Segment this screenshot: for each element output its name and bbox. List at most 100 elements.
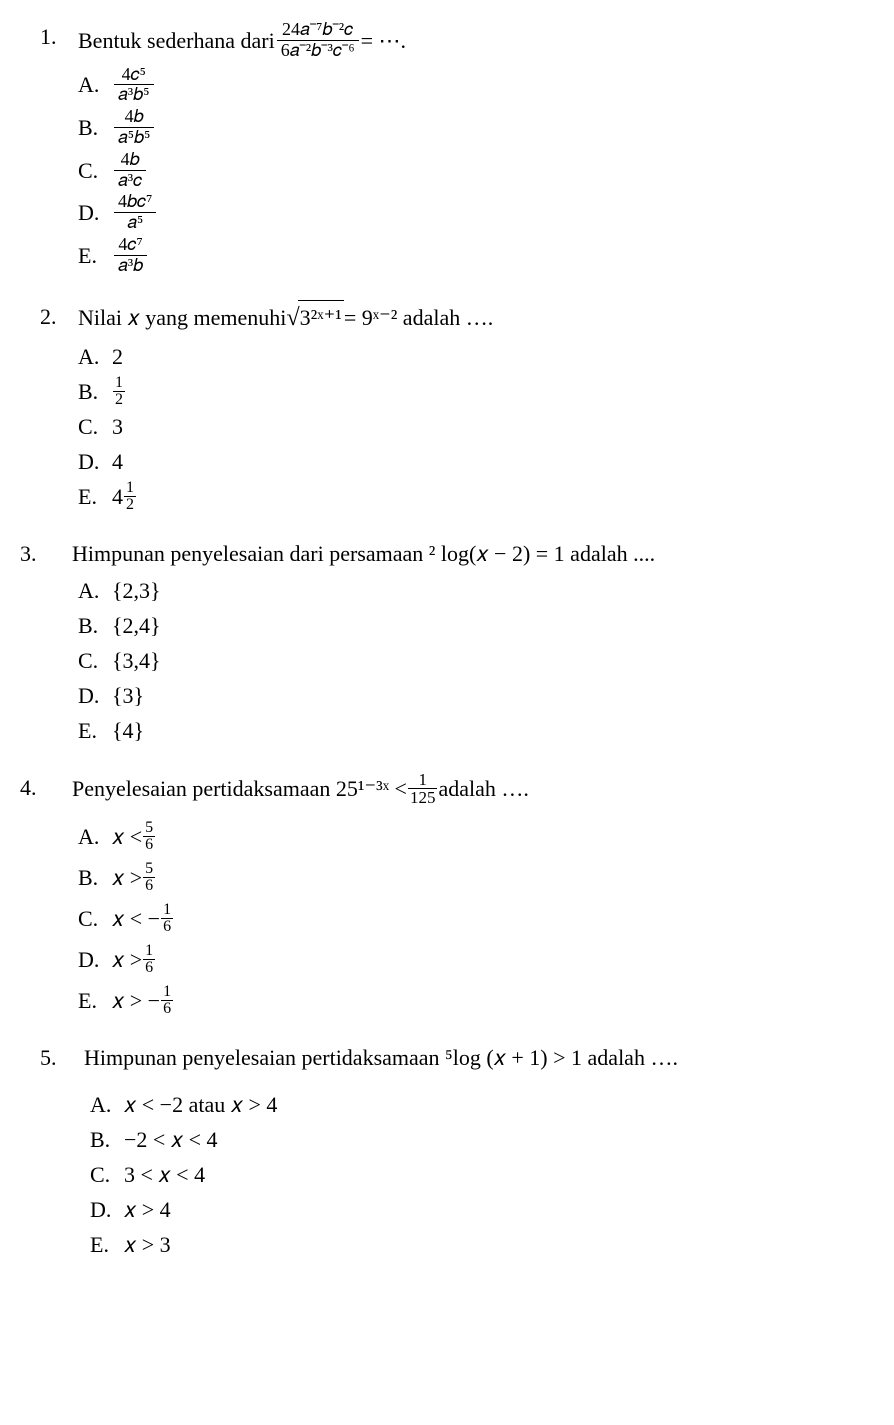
option-c: C. 3 < 𝑥 < 4 (90, 1158, 854, 1191)
options-list: A. 4𝑐⁵ 𝑎³𝑏⁵ B. 4𝑏 𝑎⁵𝑏⁵ C. 4𝑏 𝑎³𝑐 D. 4� (78, 65, 854, 276)
option-label: E. (78, 239, 112, 272)
question-text: Bentuk sederhana dari 24𝑎⁻⁷𝑏⁻²𝑐 6𝑎⁻²𝑏⁻³𝑐… (78, 20, 854, 61)
mixed-number: 4 1 2 (112, 480, 137, 513)
denominator: 6 (161, 1001, 173, 1017)
denominator: 𝑎³𝑏⁵ (114, 85, 154, 105)
fraction: 4𝑏 𝑎³𝑐 (114, 150, 146, 191)
option-label: D. (78, 445, 112, 478)
option-b: B. 1 2 (78, 375, 854, 408)
option-label: C. (78, 154, 112, 187)
option-label: A. (78, 340, 112, 373)
question-2-stem: 2. Nilai 𝑥 yang memenuhi √ 3²ˣ⁺¹ = 9ˣ⁻² … (40, 300, 854, 336)
question-3: 3. Himpunan penyelesaian dari persamaan … (20, 537, 854, 747)
option-c: C. {3,4} (78, 644, 854, 677)
numerator: 1 (408, 771, 438, 789)
numerator: 1 (124, 480, 136, 497)
option-b: B. 𝑥 > 5 6 (78, 861, 854, 894)
option-label: B. (78, 375, 112, 408)
option-label: B. (78, 861, 112, 894)
options-list: A. 𝑥 < 5 6 B. 𝑥 > 5 6 C. 𝑥 < − 1 6 D. (78, 820, 854, 1017)
fraction: 24𝑎⁻⁷𝑏⁻²𝑐 6𝑎⁻²𝑏⁻³𝑐⁻⁶ (277, 20, 359, 61)
option-label: C. (78, 902, 112, 935)
option-a: A. 𝑥 < 5 6 (78, 820, 854, 853)
fraction: 4𝑐⁵ 𝑎³𝑏⁵ (114, 65, 154, 106)
option-c: C. 3 (78, 410, 854, 443)
option-a: A. 2 (78, 340, 854, 373)
fraction: 5 6 (143, 861, 155, 894)
text-part: = 9ˣ⁻² adalah …. (344, 301, 493, 334)
option-label: E. (78, 984, 112, 1017)
option-c: C. 𝑥 < − 1 6 (78, 902, 854, 935)
option-e: E. 𝑥 > − 1 6 (78, 984, 854, 1017)
option-label: D. (78, 679, 112, 712)
question-number: 4. (20, 771, 58, 804)
question-3-stem: 3. Himpunan penyelesaian dari persamaan … (20, 537, 854, 570)
whole: 4 (112, 480, 123, 513)
text-part: adalah …. (438, 772, 528, 805)
option-value: {2,4} (112, 609, 161, 642)
option-b: B. 4𝑏 𝑎⁵𝑏⁵ (78, 107, 854, 148)
sqrt-arg: 3²ˣ⁺¹ (298, 300, 344, 334)
denominator: 2 (113, 392, 125, 408)
sqrt: √ 3²ˣ⁺¹ (286, 300, 343, 336)
option-e: E. 4𝑐⁷ 𝑎³𝑏 (78, 235, 854, 276)
option-label: B. (78, 609, 112, 642)
option-label: B. (78, 111, 112, 144)
question-5: 5. Himpunan penyelesaian pertidaksamaan … (40, 1041, 854, 1261)
option-d: D. 𝑥 > 4 (90, 1193, 854, 1226)
option-prefix: 𝑥 > (112, 943, 142, 976)
question-number: 5. (40, 1041, 78, 1074)
fraction: 1 2 (124, 480, 136, 513)
option-label: C. (90, 1158, 124, 1191)
numerator: 24𝑎⁻⁷𝑏⁻²𝑐 (277, 20, 359, 41)
option-value: −2 < 𝑥 < 4 (124, 1123, 217, 1156)
question-text: Himpunan penyelesaian pertidaksamaan ⁵lo… (78, 1041, 854, 1074)
option-value: 3 < 𝑥 < 4 (124, 1158, 205, 1191)
fraction: 4𝑐⁷ 𝑎³𝑏 (114, 235, 147, 276)
denominator: 125 (408, 789, 438, 806)
denominator: 𝑎⁵𝑏⁵ (114, 128, 154, 148)
fraction: 4𝑏 𝑎⁵𝑏⁵ (114, 107, 154, 148)
question-text: Nilai 𝑥 yang memenuhi √ 3²ˣ⁺¹ = 9ˣ⁻² ada… (78, 300, 854, 336)
text-part: Nilai 𝑥 yang memenuhi (78, 301, 286, 334)
option-label: A. (90, 1088, 124, 1121)
denominator: 𝑎⁵ (114, 213, 156, 233)
denominator: 6 (143, 960, 155, 976)
option-value: {4} (112, 714, 144, 747)
options-list: A. {2,3} B. {2,4} C. {3,4} D. {3} E. {4} (78, 574, 854, 747)
option-label: D. (78, 943, 112, 976)
denominator: 𝑎³𝑐 (114, 171, 146, 191)
fraction: 1 6 (161, 984, 173, 1017)
option-a: A. 𝑥 < −2 atau 𝑥 > 4 (90, 1088, 854, 1121)
denominator: 𝑎³𝑏 (114, 256, 147, 276)
option-d: D. 4 (78, 445, 854, 478)
option-value: {3,4} (112, 644, 161, 677)
numerator: 5 (143, 820, 155, 837)
option-value: 𝑥 < −2 atau 𝑥 > 4 (124, 1088, 277, 1121)
question-2: 2. Nilai 𝑥 yang memenuhi √ 3²ˣ⁺¹ = 9ˣ⁻² … (40, 300, 854, 513)
option-label: D. (90, 1193, 124, 1226)
option-d: D. 𝑥 > 1 6 (78, 943, 854, 976)
option-e: E. {4} (78, 714, 854, 747)
numerator: 1 (161, 902, 173, 919)
question-number: 3. (20, 537, 58, 570)
option-b: B. −2 < 𝑥 < 4 (90, 1123, 854, 1156)
option-value: {2,3} (112, 574, 161, 607)
numerator: 1 (161, 984, 173, 1001)
denominator: 6 (143, 837, 155, 853)
numerator: 4𝑏𝑐⁷ (114, 192, 156, 213)
option-prefix: 𝑥 > − (112, 984, 160, 1017)
question-number: 2. (40, 300, 78, 333)
text-part: = ⋯. (361, 24, 406, 57)
option-value: 𝑥 > 3 (124, 1228, 171, 1261)
numerator: 1 (113, 375, 125, 392)
fraction: 1 6 (143, 943, 155, 976)
text-part: Penyelesaian pertidaksamaan 25¹⁻³ˣ < (72, 772, 407, 805)
option-value: 2 (112, 340, 123, 373)
numerator: 4𝑏 (114, 150, 146, 171)
option-label: C. (78, 410, 112, 443)
numerator: 4𝑏 (114, 107, 154, 128)
question-number: 1. (40, 20, 78, 53)
option-label: E. (78, 480, 112, 513)
denominator: 6 (143, 878, 155, 894)
